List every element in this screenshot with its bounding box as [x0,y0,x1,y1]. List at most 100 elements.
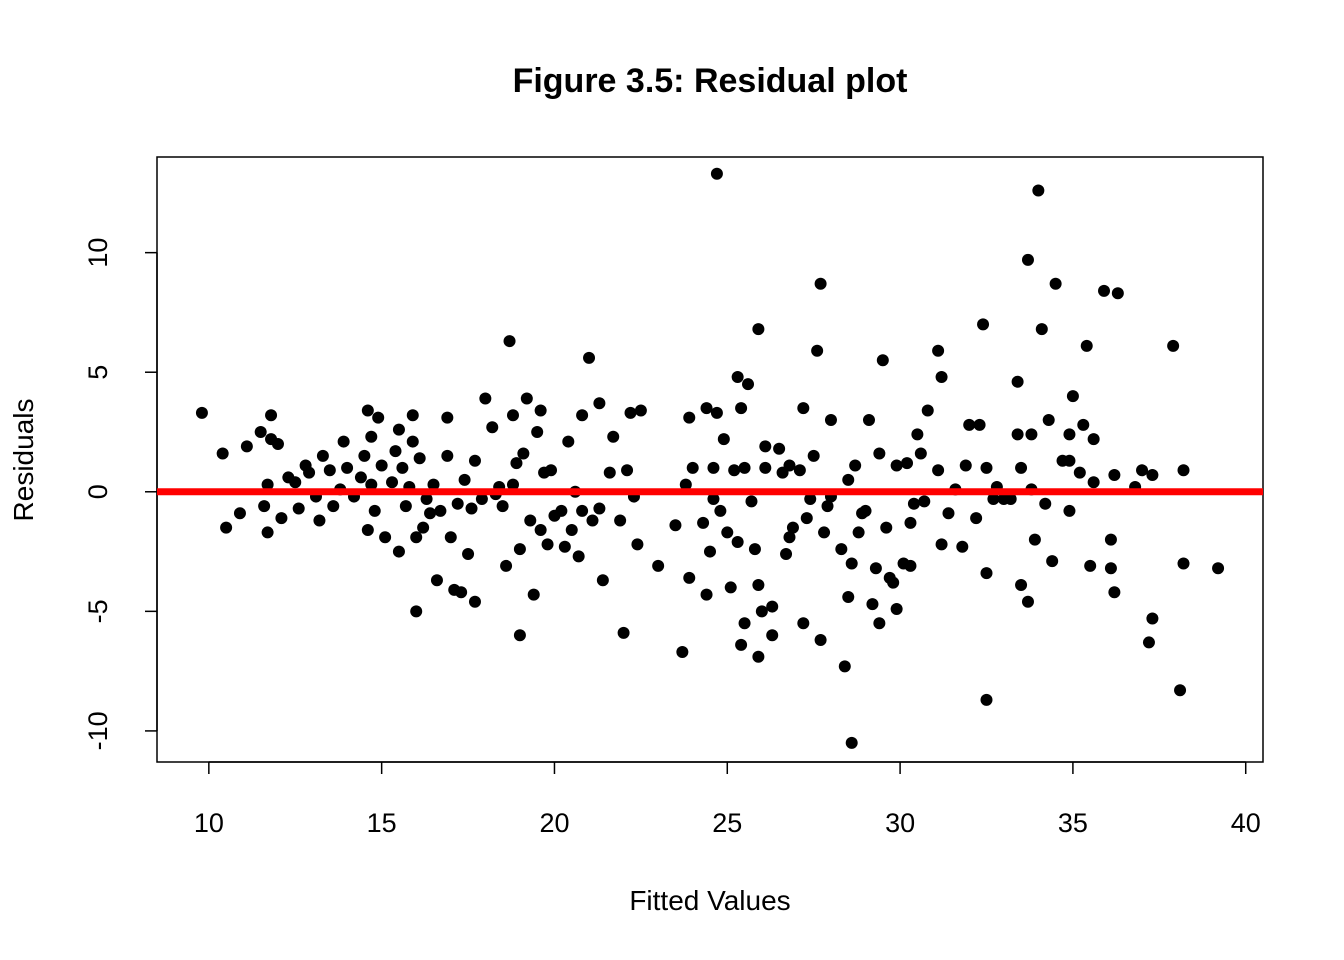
data-point [852,526,865,539]
data-point [468,595,481,608]
data-point [1098,284,1111,297]
data-point [752,323,765,336]
data-point [669,519,682,532]
data-point [1015,461,1028,474]
data-point [710,406,723,419]
data-point [265,409,278,422]
data-point [316,449,329,462]
data-point [545,464,558,477]
data-point [531,426,544,438]
data-point [963,418,976,431]
y-axis-label: Residuals [8,399,39,522]
data-point [486,421,499,434]
data-point [814,634,827,647]
data-point [462,547,475,560]
data-point [527,588,540,601]
y-tick-label: 10 [83,238,113,268]
data-point [240,440,253,453]
data-point [389,445,402,458]
data-point [1087,433,1100,446]
data-point [576,409,589,422]
chart-title: Figure 3.5: Residual plot [513,62,908,100]
data-point [261,478,274,491]
data-point [534,404,547,417]
data-point [980,693,993,706]
data-point [603,466,616,479]
data-point [797,617,810,630]
data-point [838,660,851,673]
data-point [676,646,689,658]
data-point [1011,375,1024,388]
data-point [368,504,381,517]
data-point [621,464,634,477]
data-point [496,500,509,513]
data-point [980,461,993,474]
data-point [524,514,537,527]
data-point [617,626,630,639]
data-point [631,538,644,551]
data-point [793,464,806,477]
data-point [406,409,419,422]
data-point [379,531,392,544]
data-point [980,567,993,580]
data-point [396,461,409,474]
data-point [862,414,875,427]
data-point [869,562,882,575]
data-point [866,598,879,611]
data-point [475,492,488,505]
data-point [970,512,983,525]
data-point [835,543,848,556]
data-point [1004,492,1017,505]
data-points [195,167,1225,749]
data-point [849,459,862,472]
data-point [918,495,931,508]
data-point [1174,684,1187,697]
data-point [932,344,945,357]
data-point [921,404,934,417]
data-point [614,514,627,527]
data-point [399,500,412,513]
data-point [465,502,478,515]
data-point [510,457,523,470]
x-tick-label: 35 [1058,808,1088,838]
data-point [1108,586,1121,599]
data-point [724,581,737,594]
data-point [904,516,917,529]
x-tick-label: 15 [367,808,397,838]
data-point [842,591,855,603]
data-point [565,524,578,537]
data-point [555,504,568,517]
data-point [735,402,748,415]
data-point [534,524,547,537]
data-point [731,536,744,548]
data-point [607,430,620,443]
data-point [1087,476,1100,489]
data-point [1066,390,1079,403]
data-point [1104,533,1117,546]
data-point [876,354,889,367]
data-point [220,521,233,534]
data-point [707,492,720,505]
data-point [458,473,471,486]
data-point [1167,339,1180,352]
data-point [890,459,903,472]
data-point [1104,562,1117,575]
data-point [1146,469,1159,482]
x-tick-label: 30 [885,808,915,838]
data-point [804,492,817,505]
data-point [942,507,955,520]
data-point [420,492,433,505]
data-point [517,447,530,460]
y-tick-label: 5 [83,365,113,380]
data-point [1146,612,1159,625]
data-point [683,571,696,584]
data-point [1039,497,1052,510]
data-point [593,397,606,410]
data-point [1042,414,1055,427]
data-point [593,502,606,515]
data-point [444,531,457,544]
data-point [800,512,813,525]
y-tick-label: 0 [83,484,113,499]
data-point [427,478,440,491]
data-point [1212,562,1225,575]
